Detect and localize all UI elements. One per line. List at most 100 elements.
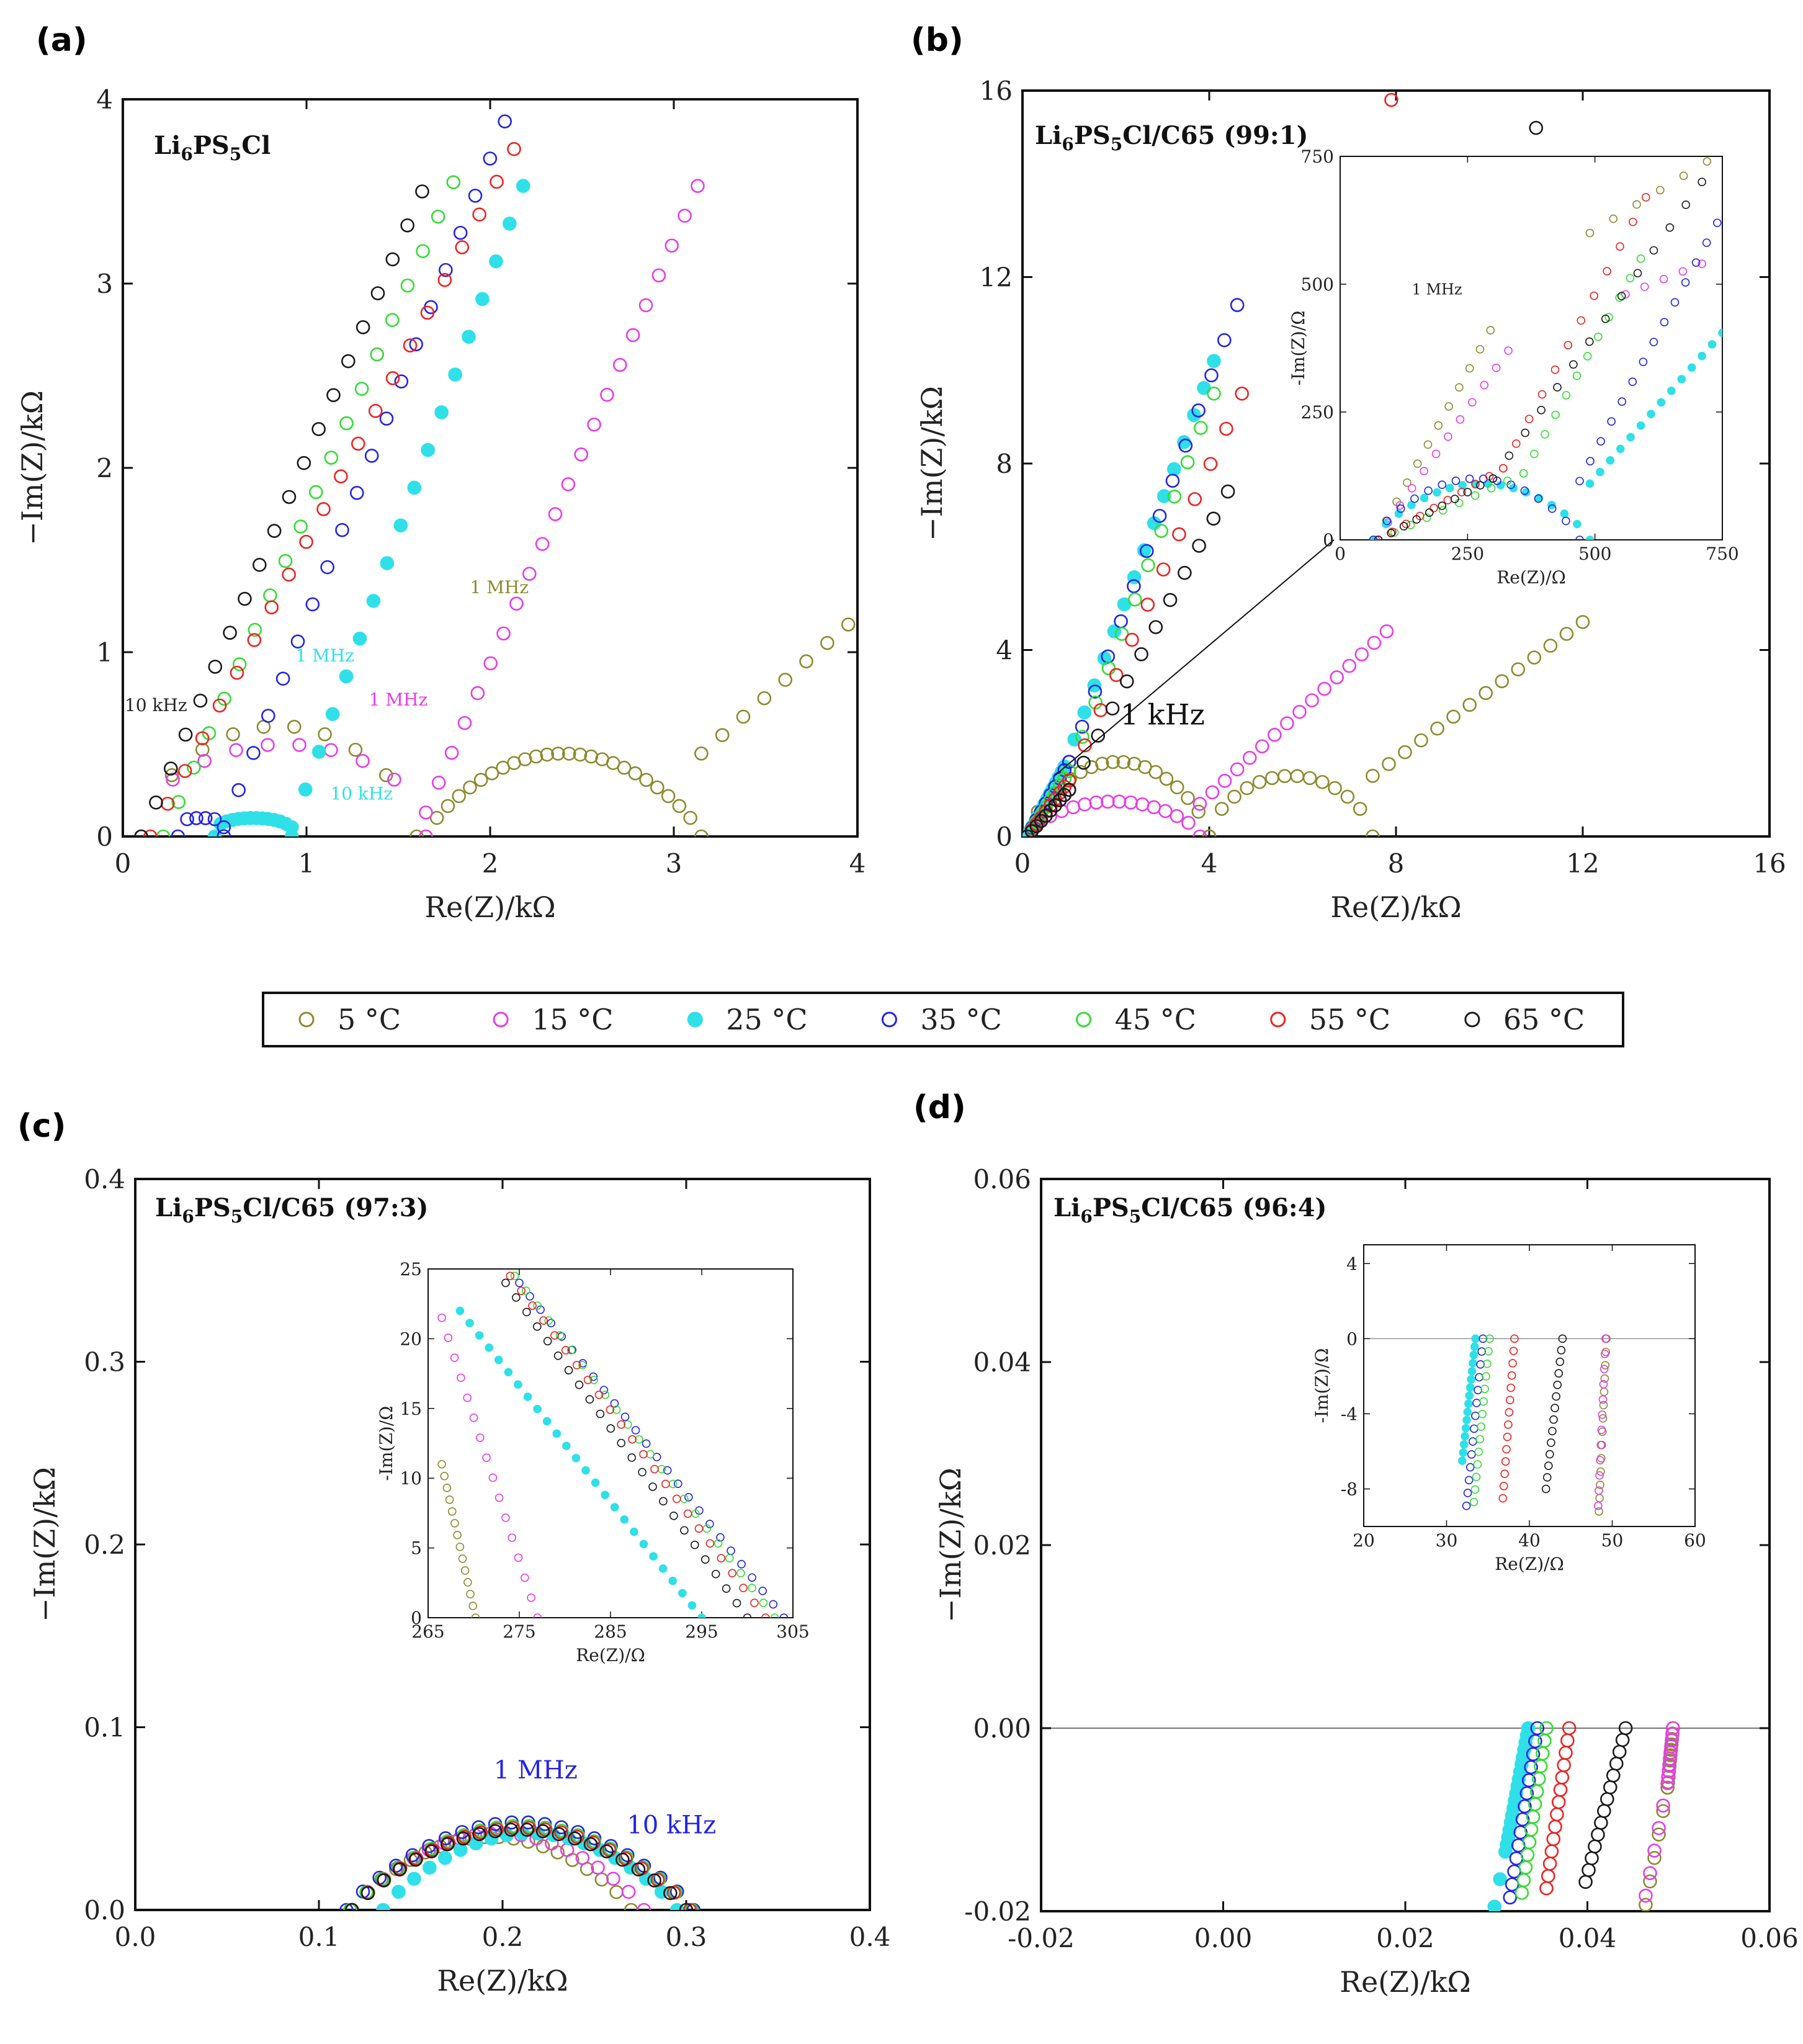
data-point [1609,1756,1624,1771]
inset-data-point [1465,474,1474,483]
y-tick-label: 12 [980,262,1013,293]
inset-data-point [1469,1350,1479,1360]
data-point [297,455,311,470]
inset-data-point [1549,1415,1558,1424]
legend-item: 55 °C [1270,1003,1390,1036]
inset-chart: 20 30 40 50 60 -8 -4 0 4 Re(Z)/Ω -Im(Z)/Ω [1312,1244,1706,1574]
data-point [1205,785,1220,800]
data-point [448,367,462,382]
data-point [264,600,279,615]
inset-data-point [1500,1469,1509,1478]
plot-area [134,114,856,836]
data-point [535,1839,550,1853]
data-point [554,1825,568,1840]
series-5C [1639,1721,1680,1911]
data-point [1091,728,1106,743]
inset-data-point [585,1395,594,1404]
inset-data-point [437,1459,446,1469]
data-point [1268,727,1282,742]
data-point [591,1860,605,1875]
data-point [452,789,466,804]
panel-title: Li6PS5Cl/C65 (96:4) [1054,1193,1327,1227]
data-point [1536,1746,1550,1761]
data-point [1560,1733,1575,1748]
inset-data-point [1596,1456,1604,1465]
inset-data-point [1628,377,1637,386]
inset-data-point [1575,477,1584,486]
inset-data-point [475,1331,484,1340]
inset-data-point [1505,1396,1514,1405]
y-tick-label: 16 [980,76,1013,106]
data-point [540,747,555,762]
inset-data-point [501,1278,510,1288]
data-point [263,588,277,603]
inset-data-point [1444,432,1452,441]
inset-data-point [1479,1334,1488,1343]
data-point [1522,1835,1537,1850]
inset-data-point [1429,503,1438,513]
inset-data-point [1606,456,1615,465]
data-point [171,829,186,836]
inset-data-point [1396,504,1405,513]
y-tick-label: 8 [996,449,1013,479]
inset-x-tick-label: 30 [1436,1530,1458,1551]
legend-item: 25 °C [687,1003,808,1036]
data-point [483,656,498,671]
inset-data-point [769,1600,778,1609]
inset-series-35C [1462,1334,1488,1510]
inset-data-point [638,1468,646,1477]
data-point [431,776,446,790]
data-point [1366,829,1380,836]
inset-data-point [1598,1414,1608,1423]
annotation-label: 1 MHz [369,689,428,710]
legend-marker [1270,1011,1286,1028]
inset-data-point [1585,337,1594,346]
inset-y-tick-label: 20 [400,1329,422,1349]
data-point [293,519,308,534]
data-point [171,795,186,809]
data-point [1207,354,1221,369]
data-point [1317,681,1331,696]
inset-data-point [705,1520,714,1528]
data-point [1240,781,1255,796]
inset-data-point [1603,267,1611,276]
data-point [453,1842,468,1857]
data-point [438,1850,452,1865]
data-point [603,1841,618,1856]
inset-data-point [711,1569,720,1579]
data-point [1493,1872,1507,1886]
data-point [1280,716,1294,730]
data-point [1660,1776,1675,1790]
y-tick-label: 2 [96,453,113,483]
data-point [178,727,193,742]
series-5C [134,617,856,836]
inset-y-tick-label: 500 [1301,274,1334,295]
x-tick-label: -0.02 [1008,1923,1075,1953]
inset-data-point [1640,282,1649,291]
data-point [691,179,705,193]
inset-x-tick-label: 40 [1518,1530,1541,1551]
data-point [453,225,468,240]
data-point [455,240,470,254]
data-point [370,286,385,300]
data-point [1192,539,1206,553]
data-point [606,1871,620,1886]
data-point [299,534,313,549]
inset-data-point [1461,1423,1470,1433]
data-point [335,522,349,537]
inset-data-point [630,1527,638,1536]
inset-data-point [1509,1347,1518,1355]
data-point [1557,1758,1571,1772]
inset-data-point [1461,1432,1469,1441]
annotation-label: 1 kHz [1121,698,1205,732]
inset-data-point [1636,421,1645,430]
data-point [226,727,240,742]
data-point [600,387,614,402]
inset-y-tick-label: 750 [1301,146,1334,167]
data-point [308,485,323,500]
inset-series-55C [506,1271,770,1618]
data-point [1656,1804,1670,1818]
inset-data-point [1698,351,1706,361]
data-point [1575,615,1590,629]
inset-x-tick-label: 500 [1578,544,1611,564]
